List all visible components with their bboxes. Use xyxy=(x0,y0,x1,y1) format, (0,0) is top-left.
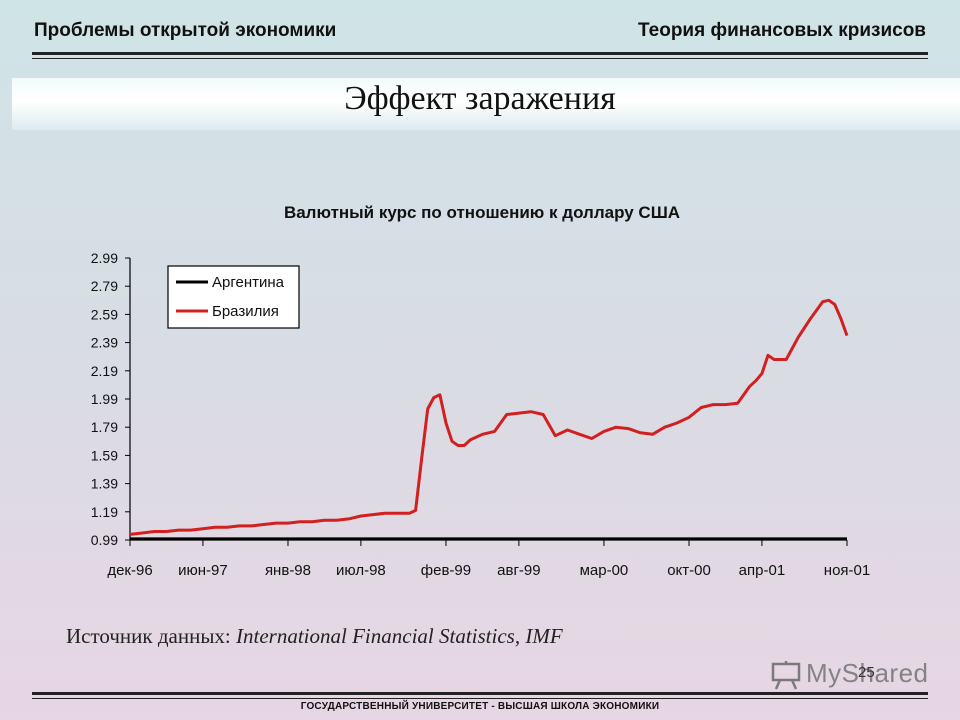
series-line-brazil xyxy=(129,298,849,536)
page-title: Эффект заражения xyxy=(344,80,616,117)
y-tick-label: 1.79 xyxy=(91,419,118,435)
header-left-title: Проблемы открытой экономики xyxy=(34,20,337,41)
series-layer xyxy=(129,298,849,540)
source-value: International Financial Statistics, IMF xyxy=(236,624,563,648)
y-tick-label: 2.19 xyxy=(91,363,118,379)
x-tick-label: окт-00 xyxy=(667,562,711,579)
data-source: Источник данных: International Financial… xyxy=(66,624,563,649)
footer-divider xyxy=(32,692,928,699)
x-tick-label: фев-99 xyxy=(421,562,471,579)
y-tick-label: 1.99 xyxy=(91,391,118,407)
footer-text: ГОСУДАРСТВЕННЫЙ УНИВЕРСИТЕТ - ВЫСШАЯ ШКО… xyxy=(300,701,660,712)
title-band xyxy=(12,78,960,130)
x-tick-label: ноя-01 xyxy=(824,562,870,579)
x-tick-label: янв-98 xyxy=(265,562,311,579)
page-number: 25 xyxy=(858,664,875,681)
watermark-text: MyShared xyxy=(806,658,929,688)
x-tick-label: июн-97 xyxy=(178,562,228,579)
y-tick-label: 0.99 xyxy=(91,532,118,548)
source-label: Источник данных: xyxy=(66,624,231,648)
y-tick-label: 2.39 xyxy=(91,335,118,351)
y-tick-label: 2.79 xyxy=(91,278,118,294)
x-tick-label: мар-00 xyxy=(580,562,629,579)
y-tick-label: 1.39 xyxy=(91,476,118,492)
header-right-title: Теория финансовых кризисов xyxy=(637,20,926,41)
legend-label: Аргентина xyxy=(212,274,285,291)
x-axis: дек-96 июн-97 янв-98 июл-98 фев-99 авг-99 мар-… xyxy=(107,539,870,579)
chart-title: Валютный курс по отношению к доллару США xyxy=(284,203,680,222)
y-tick-label: 1.19 xyxy=(91,504,118,520)
x-tick-label: дек-96 xyxy=(107,562,152,579)
legend-box xyxy=(167,265,300,329)
y-tick-label: 2.99 xyxy=(91,250,118,266)
y-axis: 2.99 2.79 2.59 2.39 2.19 1.99 1.79 1.59 1.39 1.19… xyxy=(91,250,131,548)
exchange-rate-chart: Валютный курс по отношению к доллару США… xyxy=(91,203,870,579)
x-tick-label: июл-98 xyxy=(336,562,386,579)
presentation-board-icon xyxy=(771,661,801,690)
y-tick-label: 1.59 xyxy=(91,447,118,463)
legend-label: Бразилия xyxy=(212,303,279,320)
y-tick-label: 2.59 xyxy=(91,306,118,322)
x-tick-label: авг-99 xyxy=(497,562,540,579)
header-divider xyxy=(32,52,928,59)
legend: Аргентина Бразилия xyxy=(167,265,300,329)
x-tick-label: апр-01 xyxy=(739,562,786,579)
